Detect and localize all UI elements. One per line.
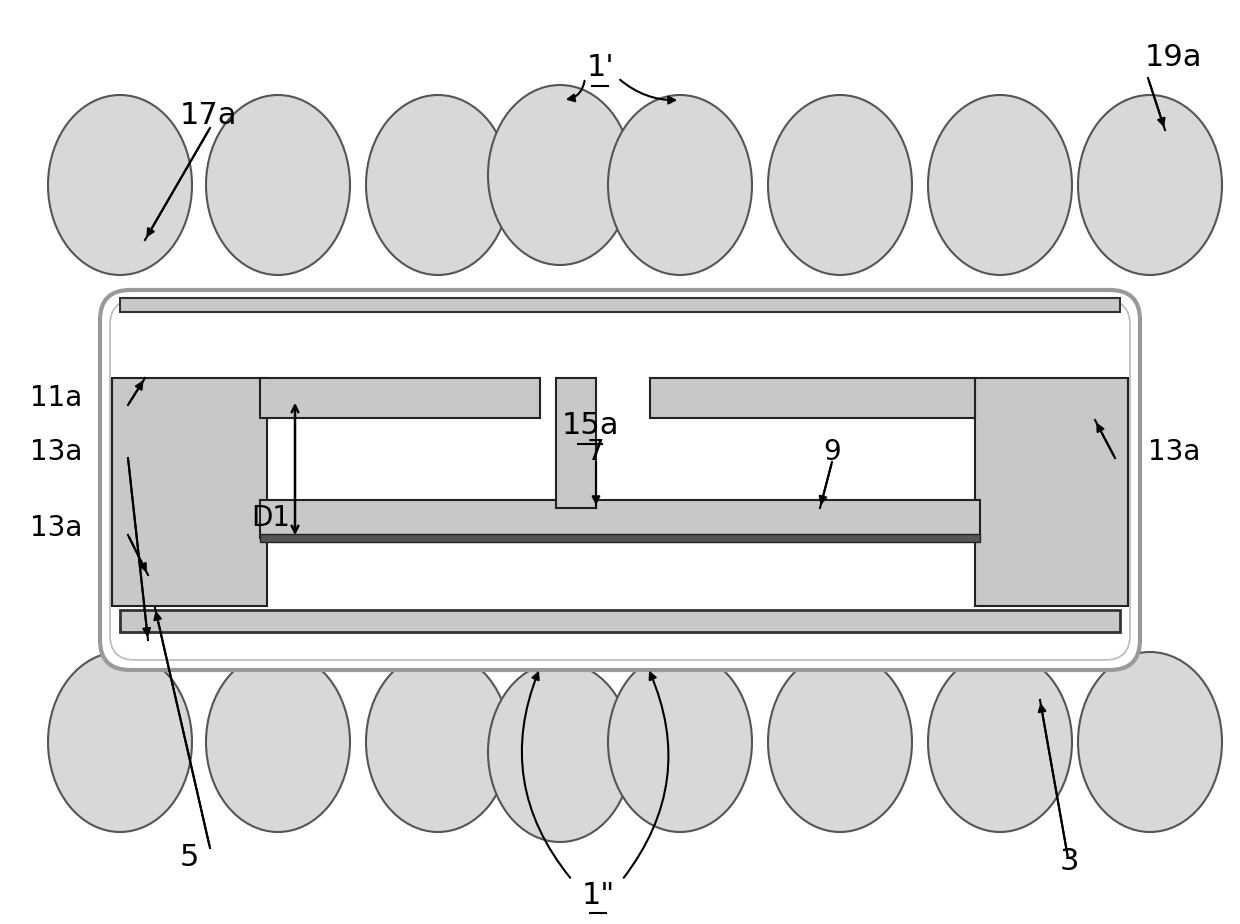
Text: 1": 1" (582, 881, 615, 909)
Ellipse shape (489, 662, 632, 842)
Text: 1': 1' (587, 54, 614, 82)
Text: 13a: 13a (30, 514, 82, 542)
Text: 15a: 15a (562, 411, 619, 441)
Ellipse shape (366, 652, 510, 832)
Ellipse shape (206, 652, 350, 832)
Text: D1: D1 (250, 504, 290, 532)
Text: 11a: 11a (30, 384, 82, 412)
Text: 13a: 13a (30, 438, 82, 466)
Ellipse shape (1078, 652, 1221, 832)
Text: 3: 3 (1060, 847, 1080, 877)
Ellipse shape (48, 652, 192, 832)
Text: 13a: 13a (1148, 438, 1200, 466)
Ellipse shape (768, 652, 911, 832)
Ellipse shape (48, 95, 192, 275)
Bar (260, 534, 980, 542)
Ellipse shape (366, 95, 510, 275)
Ellipse shape (768, 95, 911, 275)
Ellipse shape (608, 652, 751, 832)
Bar (975, 378, 1128, 606)
Ellipse shape (1078, 95, 1221, 275)
Ellipse shape (928, 652, 1073, 832)
Ellipse shape (608, 95, 751, 275)
FancyBboxPatch shape (100, 290, 1140, 670)
Bar (112, 378, 267, 606)
Text: 17a: 17a (180, 101, 238, 129)
Text: 5: 5 (180, 844, 200, 872)
Ellipse shape (928, 95, 1073, 275)
Bar (120, 298, 1120, 312)
Ellipse shape (489, 85, 632, 265)
Bar (260, 378, 539, 418)
Bar (260, 500, 980, 538)
Bar (556, 378, 596, 508)
Bar (650, 378, 975, 418)
Bar (120, 610, 1120, 632)
Ellipse shape (206, 95, 350, 275)
Text: 19a: 19a (1145, 43, 1203, 72)
Text: 9: 9 (823, 438, 841, 466)
Text: 7: 7 (588, 438, 605, 466)
